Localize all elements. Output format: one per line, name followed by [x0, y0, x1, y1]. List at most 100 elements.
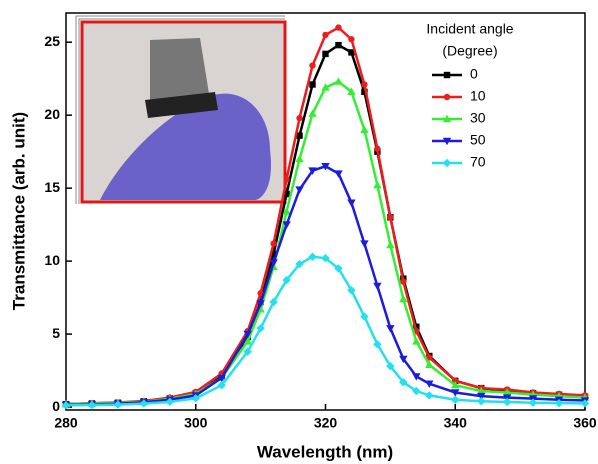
legend-label: 70	[470, 154, 486, 170]
data-point	[87, 400, 97, 410]
data-point	[295, 259, 304, 269]
data-point	[243, 347, 252, 356]
data-point	[425, 391, 434, 400]
data-point	[412, 337, 421, 345]
data-point	[386, 240, 395, 249]
data-point	[217, 380, 226, 390]
data-point	[334, 170, 343, 178]
data-point	[386, 325, 395, 333]
x-axis-label: Wavelength (nm)	[257, 442, 393, 461]
data-point	[309, 81, 316, 88]
data-point	[412, 386, 421, 396]
legend-marker	[443, 93, 451, 101]
legend-marker	[442, 137, 452, 146]
legend-marker	[442, 158, 452, 168]
data-point	[308, 167, 317, 175]
y-tick-label: 25	[44, 33, 60, 49]
legend-label: 0	[470, 66, 478, 82]
data-point	[361, 81, 368, 88]
data-point	[139, 399, 149, 408]
data-point	[425, 380, 434, 388]
data-point	[477, 397, 486, 406]
y-tick-label: 15	[44, 179, 60, 195]
data-point	[451, 389, 460, 397]
data-point	[387, 214, 394, 221]
data-point	[256, 324, 265, 333]
data-point	[361, 88, 368, 96]
data-point	[283, 176, 290, 183]
data-point	[295, 186, 304, 194]
data-point	[502, 388, 512, 396]
data-point	[502, 397, 512, 407]
data-point	[373, 340, 382, 349]
data-point	[282, 207, 291, 215]
data-point	[451, 395, 460, 404]
data-point	[477, 386, 486, 395]
data-point	[243, 337, 252, 345]
data-point	[386, 362, 395, 371]
data-point	[580, 399, 590, 408]
data-point	[400, 278, 407, 285]
data-point	[295, 154, 304, 163]
data-point	[321, 83, 330, 91]
data-point	[309, 62, 316, 69]
data-point	[243, 330, 252, 339]
data-point	[191, 394, 200, 403]
data-point	[334, 264, 343, 273]
data-point	[322, 31, 329, 39]
data-point	[347, 87, 356, 96]
data-point	[61, 401, 71, 410]
data-point	[296, 114, 303, 122]
data-point	[348, 49, 355, 56]
data-point	[270, 250, 277, 258]
x-tick-label: 340	[444, 415, 468, 431]
legend-label: 10	[470, 88, 486, 104]
legend-label: 50	[470, 132, 486, 148]
x-tick-label: 300	[184, 415, 208, 431]
data-point	[270, 240, 277, 247]
data-point	[256, 300, 265, 308]
data-point	[360, 125, 369, 133]
legend-label: 30	[470, 110, 486, 126]
legend-marker	[443, 71, 451, 79]
inset-photo	[75, 15, 287, 204]
data-point	[348, 36, 355, 43]
legend-title: Incident angle	[426, 21, 513, 37]
data-point	[399, 355, 408, 364]
data-point	[412, 373, 421, 381]
data-point	[282, 275, 291, 285]
data-point	[296, 132, 303, 139]
x-tick-label: 360	[573, 415, 597, 431]
data-point	[321, 163, 330, 171]
legend-title: (Degree)	[442, 43, 497, 59]
y-axis-label: Transmittance (arb. unit)	[9, 112, 28, 310]
data-point	[322, 50, 329, 58]
data-point	[269, 259, 278, 267]
series-line	[65, 255, 586, 407]
data-point	[347, 199, 356, 207]
data-point	[283, 190, 290, 198]
data-point	[426, 354, 433, 361]
data-point	[165, 397, 174, 407]
series-line	[65, 164, 586, 407]
x-tick-label: 320	[314, 415, 338, 431]
data-point	[399, 378, 408, 387]
data-point	[321, 254, 330, 263]
data-point	[360, 240, 369, 248]
data-point	[360, 312, 369, 321]
data-point	[308, 109, 317, 117]
y-tick-label: 20	[44, 106, 60, 122]
data-point	[528, 398, 538, 407]
data-point	[269, 297, 278, 307]
data-point	[373, 181, 382, 189]
x-tick-label: 280	[54, 415, 78, 431]
data-point	[451, 380, 460, 389]
data-point	[373, 282, 382, 291]
legend-marker	[442, 114, 452, 123]
data-point	[308, 252, 317, 261]
data-point	[399, 294, 408, 303]
y-tick-label: 5	[52, 325, 60, 341]
data-point	[374, 145, 381, 152]
data-point	[113, 400, 123, 409]
